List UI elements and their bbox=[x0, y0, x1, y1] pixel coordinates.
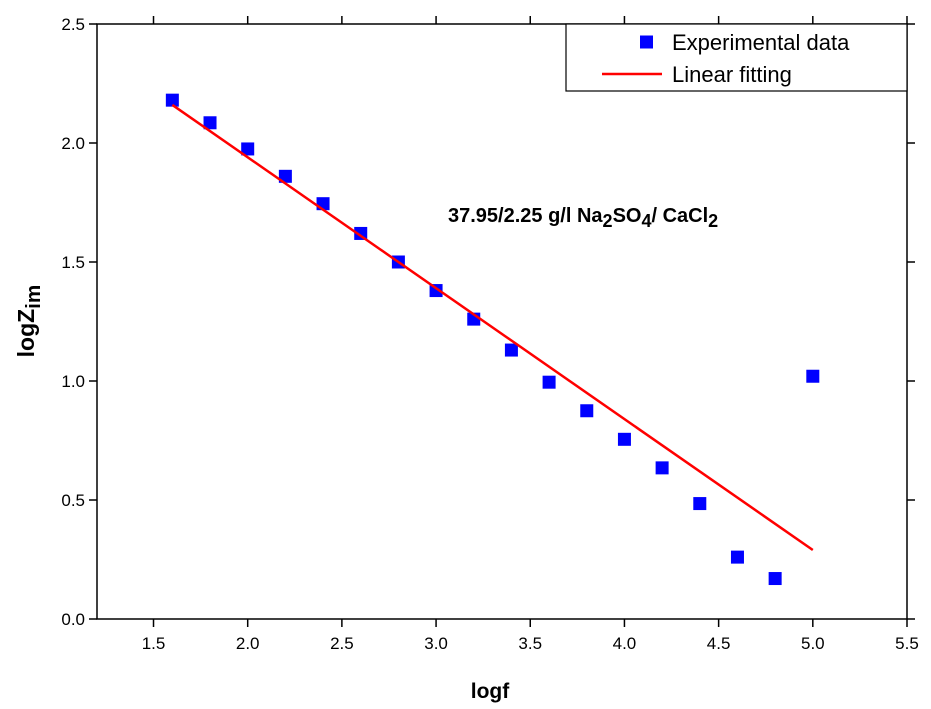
y-tick-label: 0.5 bbox=[61, 491, 85, 510]
data-point bbox=[768, 572, 782, 586]
data-point bbox=[617, 432, 631, 446]
data-point bbox=[241, 142, 255, 156]
data-point bbox=[504, 343, 518, 357]
data-point bbox=[806, 369, 820, 383]
y-tick-label: 1.0 bbox=[61, 372, 85, 391]
x-tick-label: 3.0 bbox=[424, 634, 448, 653]
y-tick-label: 2.0 bbox=[61, 134, 85, 153]
legend-marker bbox=[640, 35, 653, 49]
data-point bbox=[165, 93, 179, 107]
legend-box bbox=[565, 23, 908, 92]
x-tick-label: 2.0 bbox=[236, 634, 260, 653]
legend-label: Experimental data bbox=[672, 30, 850, 55]
data-point bbox=[203, 116, 217, 130]
y-tick-label: 0.0 bbox=[61, 610, 85, 629]
x-axis-label: logf bbox=[471, 680, 510, 703]
legend-label: Linear fitting bbox=[672, 62, 792, 87]
data-point bbox=[655, 461, 669, 475]
x-tick-label: 1.5 bbox=[142, 634, 166, 653]
x-tick-label: 4.0 bbox=[613, 634, 637, 653]
x-tick-label: 5.0 bbox=[801, 634, 825, 653]
x-tick-label: 3.5 bbox=[518, 634, 542, 653]
data-point bbox=[278, 169, 292, 183]
plot-frame bbox=[96, 23, 908, 620]
y-tick-label: 2.5 bbox=[61, 15, 85, 34]
x-tick-label: 4.5 bbox=[707, 634, 731, 653]
data-point bbox=[730, 550, 744, 564]
data-point bbox=[580, 404, 594, 418]
x-tick-label: 5.5 bbox=[895, 634, 919, 653]
fit-line bbox=[171, 103, 814, 552]
x-tick-label: 2.5 bbox=[330, 634, 354, 653]
y-tick-label: 1.5 bbox=[61, 253, 85, 272]
y-axis-label: logZim bbox=[13, 285, 45, 358]
data-point bbox=[542, 375, 556, 389]
data-point bbox=[693, 497, 707, 511]
annotation: 37.95/2.25 g/l Na2SO4/ CaCl2 bbox=[448, 205, 718, 231]
